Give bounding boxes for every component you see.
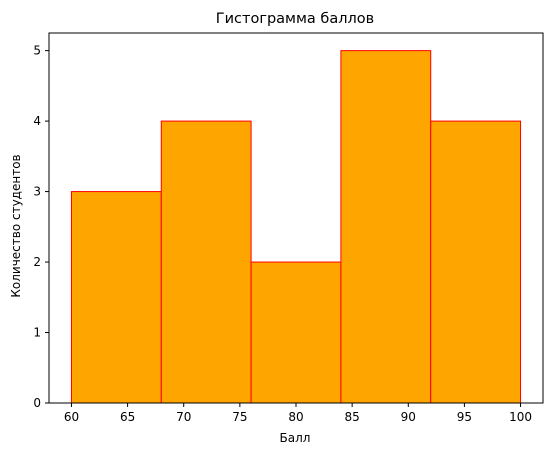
ticks-layer: 60 65 70 75 80 85 90 95 100 0 1 2 3 4 5: [33, 44, 532, 424]
x-tick-label-4: 80: [288, 410, 303, 424]
histogram-bar-3: [340, 50, 432, 404]
histogram-bar-2: [250, 261, 342, 404]
x-tick-label-3: 75: [232, 410, 247, 424]
x-tick-label-2: 70: [176, 410, 191, 424]
y-axis-label: Количество студентов: [9, 154, 23, 297]
x-tick-label-0: 60: [64, 410, 79, 424]
y-tick-label-5: 5: [33, 44, 41, 58]
y-tick-label-2: 2: [33, 255, 41, 269]
x-tick-label-8: 100: [509, 410, 532, 424]
x-tick-label-6: 90: [401, 410, 416, 424]
x-tick-label-5: 85: [344, 410, 359, 424]
plot-frame: [48, 32, 544, 404]
bars-layer: [70, 50, 522, 404]
x-tick-label-1: 65: [120, 410, 135, 424]
x-axis-label: Балл: [280, 431, 311, 445]
histogram-bar-1: [160, 120, 252, 404]
x-tick-label-7: 95: [457, 410, 472, 424]
y-tick-label-3: 3: [33, 185, 41, 199]
y-tick-label-4: 4: [33, 114, 41, 128]
histogram-bar-0: [70, 191, 162, 404]
histogram-bar-4: [430, 120, 522, 404]
chart-title: Гистограмма баллов: [216, 11, 374, 27]
y-tick-label-0: 0: [33, 396, 41, 410]
y-tick-label-1: 1: [33, 326, 41, 340]
